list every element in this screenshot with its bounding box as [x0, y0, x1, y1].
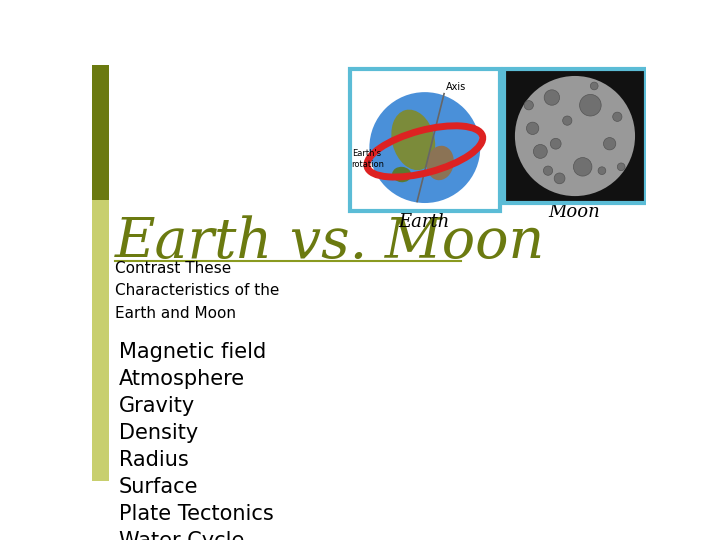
Circle shape [554, 173, 565, 184]
Text: Contrast These
Characteristics of the
Earth and Moon: Contrast These Characteristics of the Ea… [115, 261, 279, 321]
Circle shape [526, 122, 539, 134]
Text: Earth vs. Moon: Earth vs. Moon [115, 215, 545, 269]
Circle shape [550, 138, 561, 149]
Text: Moon: Moon [549, 204, 600, 221]
Circle shape [544, 166, 553, 176]
Circle shape [524, 100, 534, 110]
Circle shape [515, 76, 635, 196]
Text: Axis: Axis [446, 82, 466, 92]
Text: Earth: Earth [399, 213, 450, 232]
Circle shape [590, 82, 598, 90]
Bar [504, 69, 647, 204]
Circle shape [544, 90, 559, 105]
Circle shape [598, 167, 606, 174]
Ellipse shape [427, 146, 454, 180]
Circle shape [617, 163, 625, 171]
Circle shape [369, 92, 480, 203]
Text: Radius: Radius [119, 450, 189, 470]
Bar [92, 200, 109, 481]
Text: Earth's
rotation: Earth's rotation [351, 149, 384, 169]
Text: Magnetic field: Magnetic field [119, 342, 266, 362]
Text: Plate Tectonics: Plate Tectonics [119, 504, 274, 524]
Ellipse shape [392, 167, 411, 182]
Circle shape [603, 138, 616, 150]
Bar [92, 65, 109, 200]
Bar [350, 69, 500, 211]
Circle shape [573, 158, 592, 176]
Circle shape [562, 116, 572, 125]
Text: Surface: Surface [119, 477, 198, 497]
Circle shape [613, 112, 622, 122]
Text: Atmosphere: Atmosphere [119, 369, 245, 389]
Text: Water Cycle: Water Cycle [119, 531, 244, 540]
Ellipse shape [392, 110, 435, 170]
Text: Density: Density [119, 423, 198, 443]
Circle shape [534, 145, 547, 158]
Circle shape [580, 94, 601, 116]
Text: Gravity: Gravity [119, 396, 195, 416]
